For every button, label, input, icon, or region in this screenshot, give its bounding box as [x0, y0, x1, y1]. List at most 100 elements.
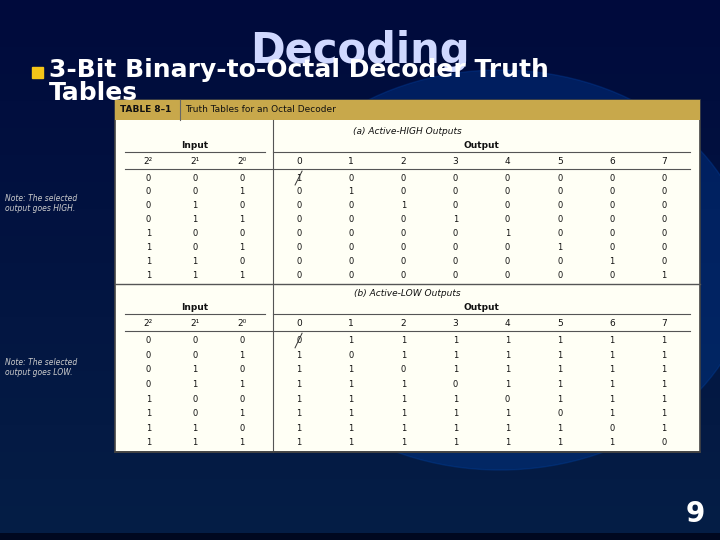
Text: 0: 0	[296, 320, 302, 328]
Text: 0: 0	[348, 271, 354, 280]
Bar	[0, 148, 720, 156]
Text: 1: 1	[401, 350, 406, 360]
Bar	[32, 67, 43, 78]
Text: 1: 1	[239, 243, 244, 252]
Text: 2²: 2²	[144, 320, 153, 328]
Text: 0: 0	[453, 187, 458, 197]
Text: 0: 0	[297, 271, 302, 280]
Text: 0: 0	[348, 201, 354, 210]
Bar	[0, 47, 720, 54]
Text: Input: Input	[181, 302, 209, 312]
Text: 2: 2	[400, 320, 406, 328]
Text: 0: 0	[297, 336, 302, 345]
Text: 0: 0	[239, 424, 244, 433]
Text: 1: 1	[557, 336, 562, 345]
Text: 1: 1	[609, 336, 614, 345]
Bar	[0, 87, 720, 94]
Text: 1: 1	[145, 243, 151, 252]
Text: 0: 0	[348, 229, 354, 238]
Text: 1: 1	[609, 350, 614, 360]
Text: 1: 1	[239, 215, 244, 224]
Text: 0: 0	[505, 173, 510, 183]
Text: 3-Bit Binary-to-Octal Decoder Truth: 3-Bit Binary-to-Octal Decoder Truth	[49, 58, 549, 83]
Text: 0: 0	[505, 187, 510, 197]
Bar	[0, 452, 720, 459]
Text: 0: 0	[505, 395, 510, 403]
Text: 1: 1	[297, 409, 302, 418]
Text: 0: 0	[401, 187, 406, 197]
Bar	[0, 14, 720, 20]
Text: 2: 2	[400, 158, 406, 166]
Text: 0: 0	[661, 173, 667, 183]
Text: 0: 0	[661, 243, 667, 252]
Bar	[0, 202, 720, 209]
Text: 0: 0	[505, 215, 510, 224]
Bar	[0, 317, 720, 324]
Text: 1: 1	[453, 336, 458, 345]
Text: 1: 1	[453, 350, 458, 360]
Text: Output: Output	[464, 140, 500, 150]
Text: 1: 1	[453, 424, 458, 433]
Text: 1: 1	[557, 365, 562, 374]
Bar	[0, 432, 720, 438]
Bar	[115, 100, 700, 120]
Bar	[0, 94, 720, 102]
Bar	[0, 128, 720, 135]
Text: 0: 0	[453, 173, 458, 183]
Bar	[0, 358, 720, 365]
Text: 0: 0	[239, 201, 244, 210]
Text: 1: 1	[297, 438, 302, 447]
Text: Tables: Tables	[49, 80, 138, 105]
Bar	[0, 141, 720, 149]
Text: 1: 1	[453, 395, 458, 403]
Text: 1: 1	[145, 271, 151, 280]
Ellipse shape	[225, 110, 575, 410]
Text: 1: 1	[348, 187, 354, 197]
Bar	[0, 189, 720, 195]
Text: 1: 1	[239, 380, 244, 389]
Text: 0: 0	[401, 365, 406, 374]
Bar	[0, 6, 720, 14]
Bar	[0, 256, 720, 263]
Text: 0: 0	[505, 256, 510, 266]
Text: 1: 1	[192, 256, 197, 266]
Text: 0: 0	[239, 229, 244, 238]
Text: 1: 1	[239, 271, 244, 280]
Text: 1: 1	[192, 438, 197, 447]
Text: 0: 0	[609, 173, 614, 183]
Bar	[0, 526, 720, 534]
Bar	[0, 330, 720, 338]
Text: 1: 1	[557, 438, 562, 447]
Text: 1: 1	[661, 395, 667, 403]
Text: 0: 0	[453, 229, 458, 238]
Text: 1: 1	[348, 158, 354, 166]
Text: 3: 3	[453, 158, 459, 166]
Bar	[0, 338, 720, 345]
Text: 1: 1	[557, 350, 562, 360]
Bar	[0, 493, 720, 500]
Text: 0: 0	[505, 271, 510, 280]
Text: 9: 9	[685, 500, 705, 528]
Text: 0: 0	[609, 243, 614, 252]
Bar	[0, 108, 720, 115]
Bar	[0, 156, 720, 162]
Bar	[0, 40, 720, 47]
Bar	[0, 426, 720, 432]
Bar	[0, 472, 720, 480]
Bar	[0, 0, 720, 6]
Bar	[0, 500, 720, 507]
Text: 0: 0	[401, 173, 406, 183]
Text: 0: 0	[557, 271, 562, 280]
Text: 1: 1	[348, 438, 354, 447]
Bar	[0, 270, 720, 276]
Bar	[0, 297, 720, 303]
Text: 1: 1	[661, 424, 667, 433]
Text: 1: 1	[192, 424, 197, 433]
Bar	[0, 364, 720, 372]
Text: 0: 0	[661, 438, 667, 447]
Text: 0: 0	[557, 409, 562, 418]
Text: 1: 1	[297, 350, 302, 360]
Text: 2²: 2²	[144, 158, 153, 166]
Text: 1: 1	[609, 409, 614, 418]
Text: 0: 0	[239, 395, 244, 403]
